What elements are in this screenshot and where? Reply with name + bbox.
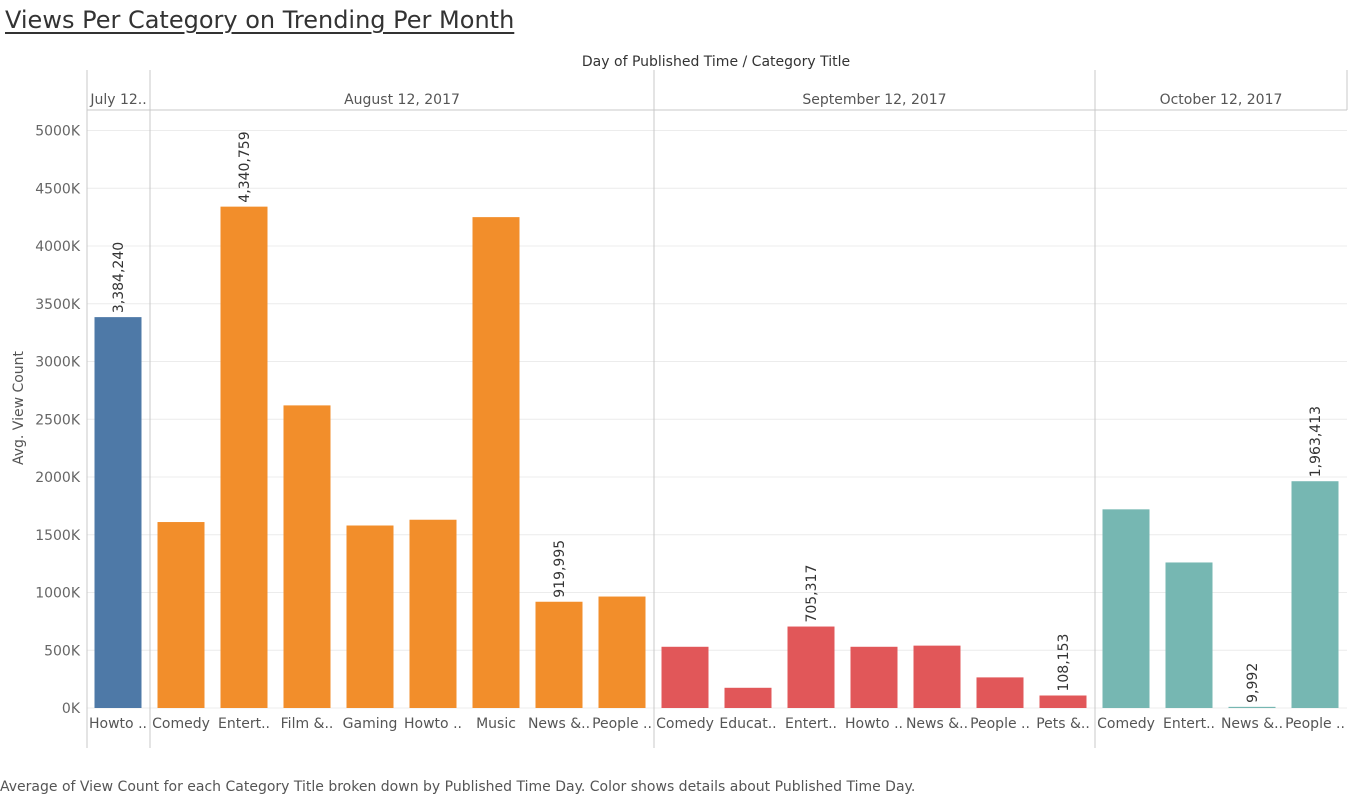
x-tick-label: People .. — [592, 716, 652, 732]
x-tick-label: Entert.. — [218, 716, 270, 732]
y-tick-label: 1500K — [35, 528, 81, 544]
chart-title: Views Per Category on Trending Per Month — [5, 6, 515, 34]
bar — [409, 519, 457, 708]
bar — [850, 646, 898, 708]
x-tick-label: News &.. — [1221, 716, 1283, 732]
bar — [1228, 706, 1276, 708]
bar — [1165, 562, 1213, 708]
data-label: 705,317 — [804, 565, 820, 623]
data-label: 4,340,759 — [237, 131, 253, 202]
x-tick-label: Entert.. — [785, 716, 837, 732]
bar — [472, 217, 520, 708]
y-tick-label: 1000K — [35, 586, 81, 602]
x-tick-label: Comedy — [1097, 716, 1155, 732]
pane-frame — [86, 70, 1348, 748]
bar — [1102, 509, 1150, 708]
x-tick-label: News &.. — [906, 716, 968, 732]
bar — [94, 317, 142, 708]
pane-header: July 12.. — [89, 92, 146, 108]
gridlines — [87, 130, 1347, 709]
x-tick-label: Comedy — [152, 716, 210, 732]
x-tick-label: Comedy — [656, 716, 714, 732]
bar — [598, 596, 646, 708]
data-label: 919,995 — [552, 540, 568, 598]
column-header: Day of Published Time / Category Title — [582, 54, 850, 70]
y-axis-label: Avg. View Count — [11, 350, 27, 465]
y-tick-label: 500K — [44, 643, 81, 659]
x-tick-label: Howto .. — [89, 716, 147, 732]
x-tick-label: People .. — [970, 716, 1030, 732]
y-tick-label: 4500K — [35, 181, 81, 197]
chart-caption: Average of View Count for each Category … — [0, 779, 916, 795]
y-tick-label: 5000K — [35, 124, 81, 140]
x-tick-label: Film &.. — [281, 716, 334, 732]
bar — [346, 525, 394, 708]
y-tick-label: 2500K — [35, 412, 81, 428]
chart-area: Day of Published Time / Category Title 0… — [11, 54, 1348, 748]
bars — [94, 206, 1339, 708]
y-tick-label: 3000K — [35, 355, 81, 371]
x-tick-label: People .. — [1285, 716, 1345, 732]
y-tick-label: 2000K — [35, 470, 81, 486]
x-tick-label: Howto .. — [845, 716, 903, 732]
bar — [535, 601, 583, 708]
data-label: 3,384,240 — [111, 242, 127, 313]
bar — [1291, 481, 1339, 708]
bar — [283, 405, 331, 708]
y-tick-label: 4000K — [35, 239, 81, 255]
x-tick-label: Music — [476, 716, 516, 732]
bar — [157, 522, 205, 708]
pane-header: August 12, 2017 — [344, 92, 460, 108]
data-label: 1,963,413 — [1308, 406, 1324, 477]
y-tick-label: 0K — [62, 701, 81, 717]
x-tick-label: Pets &.. — [1036, 716, 1090, 732]
data-label: 9,992 — [1245, 663, 1261, 703]
bar — [913, 645, 961, 708]
chart-labels: 0K 500K 1000K 1500K 2000K 2500K 3000K 3500K 4000… — [35, 92, 1345, 732]
bar — [1039, 695, 1087, 708]
x-tick-label: News &.. — [528, 716, 590, 732]
x-tick-label: Gaming — [343, 716, 398, 732]
bar — [661, 646, 709, 708]
y-tick-label: 3500K — [35, 297, 81, 313]
pane-header: October 12, 2017 — [1160, 92, 1283, 108]
x-tick-label: Howto .. — [404, 716, 462, 732]
pane-header: September 12, 2017 — [802, 92, 946, 108]
x-tick-label: Entert.. — [1163, 716, 1215, 732]
bar — [787, 626, 835, 708]
bar — [724, 687, 772, 708]
bar — [976, 677, 1024, 708]
x-tick-label: Educat.. — [719, 716, 776, 732]
bar — [220, 206, 268, 708]
data-label: 108,153 — [1056, 634, 1072, 692]
